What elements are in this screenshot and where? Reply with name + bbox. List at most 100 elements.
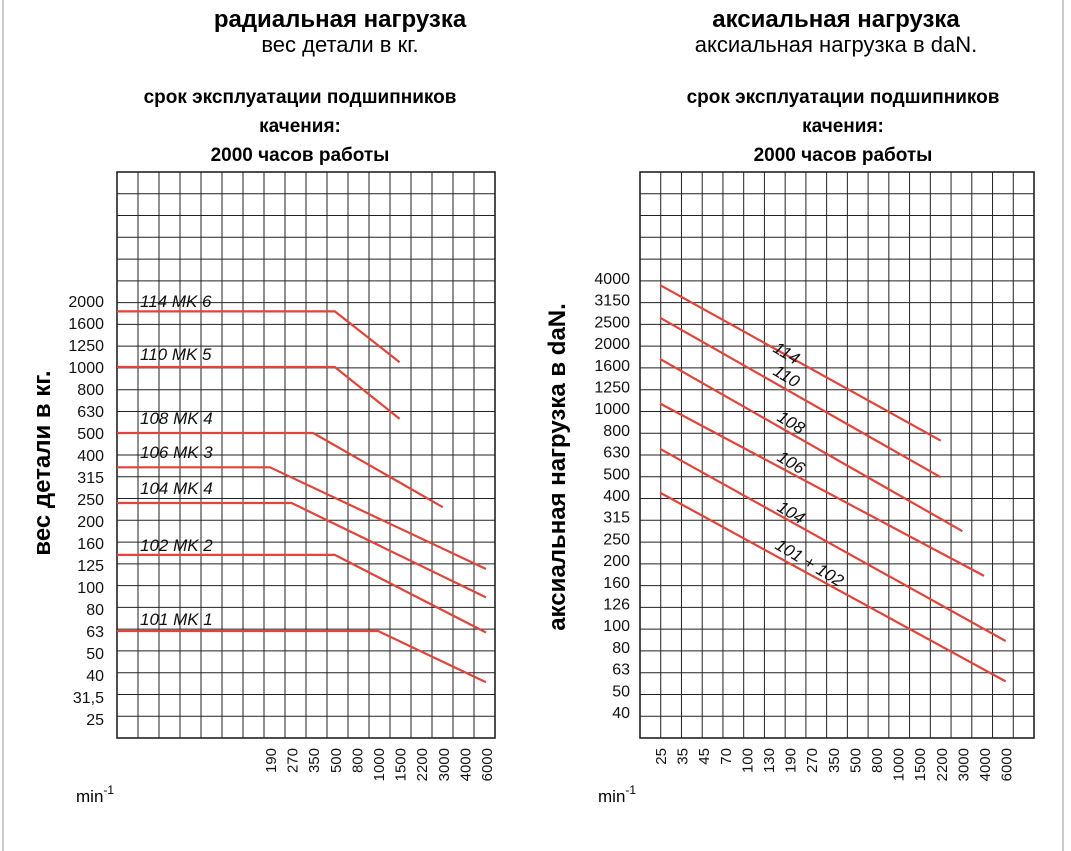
chart-radial-x-tick-label: 190 [263, 748, 280, 773]
chart-axial-y-tick-label: 400 [603, 488, 630, 505]
chart-radial-y-tick-label: 1000 [68, 360, 104, 377]
chart-radial-y-tick-label: 630 [77, 404, 104, 421]
chart-axial-x-tick-label: 2200 [934, 748, 951, 781]
chart-radial-note-line-1: срок эксплуатации подшипников [144, 87, 457, 108]
chart-axial-y-tick-label: 126 [603, 597, 630, 614]
chart-axial-y-ticks: 4000 3150 2500 2000 1600 1250 1000 800 630 500 400… [594, 271, 630, 722]
chart-axial-y-tick-label: 80 [612, 640, 630, 657]
chart-axial-note-line-2: качения: [802, 116, 884, 137]
chart-radial-x-tick-label: 350 [306, 748, 323, 773]
chart-radial-y-tick-label: 400 [77, 448, 104, 465]
chart-radial-y-tick-label: 31,5 [73, 690, 104, 707]
chart-radial-grid [116, 171, 496, 739]
chart-axial-y-tick-label: 1600 [594, 358, 630, 375]
chart-radial-series-line [117, 629, 487, 684]
chart-radial-series [117, 310, 487, 684]
chart-axial-y-tick-label: 50 [612, 683, 630, 700]
chart-axial-x-tick-label: 3000 [955, 748, 972, 781]
chart-radial-series-label: 101 MK 1 [140, 610, 213, 629]
chart-radial-series-label: 104 MK 4 [140, 479, 213, 498]
chart-axial-y-tick-label: 1250 [594, 380, 630, 397]
chart-radial-x-tick-label: 2200 [414, 748, 431, 781]
chart-axial-series-line [659, 447, 1007, 642]
chart-radial-y-tick-label: 200 [77, 514, 104, 531]
chart-axial-series-line [659, 491, 1007, 683]
chart-axial-y-tick-label: 500 [603, 466, 630, 483]
chart-radial-y-tick-label: 800 [77, 382, 104, 399]
chart-axial-y-tick-label: 1000 [594, 401, 630, 418]
chart-radial-y-tick-label: 1600 [68, 316, 104, 333]
chart-radial-y-tick-label: 125 [77, 558, 104, 575]
chart-radial-series-label: 106 MK 3 [140, 443, 213, 462]
chart-axial-y-tick-label: 200 [603, 553, 630, 570]
chart-axial-x-tick-label: 270 [804, 748, 821, 773]
chart-radial-series-label: 102 MK 2 [140, 536, 213, 555]
chart-axial-series-label: 106 [774, 447, 809, 478]
chart-radial-subtitle: вес детали в кг. [261, 32, 418, 57]
chart-axial-y-tick-label: 3150 [594, 293, 630, 310]
chart-axial-x-tick-label: 35 [675, 748, 692, 765]
chart-axial-x-tick-label: 70 [718, 748, 735, 765]
chart-axial-x-unit: min-1 [598, 783, 636, 806]
chart-radial-x-tick-label: 800 [349, 748, 366, 773]
chart-radial-y-axis-label: вес детали в кг. [29, 370, 56, 555]
chart-axial-x-tick-label: 45 [696, 748, 713, 765]
chart-axial-series-line [659, 284, 942, 442]
chart-axial-y-tick-label: 2500 [594, 314, 630, 331]
chart-radial-title: радиальная нагрузка [214, 6, 467, 33]
chart-axial-y-tick-label: 800 [603, 423, 630, 440]
chart-axial: аксиальная нагрузка аксиальная нагрузка … [544, 6, 1035, 806]
chart-axial-x-tick-label: 6000 [999, 748, 1016, 781]
chart-axial-series-label: 104 [774, 497, 808, 528]
chart-radial-y-tick-label: 25 [86, 712, 104, 729]
chart-axial-y-axis-label: аксиальная нагрузка в daN. [544, 303, 571, 631]
chart-axial-x-tick-label: 25 [653, 748, 670, 765]
chart-axial-note-line-3: 2000 часов работы [754, 145, 933, 166]
chart-radial-x-ticks: 190 270 350 500 800 1000 1500 2200 3000 4000 6000 [263, 748, 496, 781]
chart-axial-grid [639, 171, 1035, 739]
chart-axial-x-tick-label: 130 [761, 748, 778, 773]
chart-radial-x-tick-label: 270 [285, 748, 302, 773]
chart-axial-title: аксиальная нагрузка [712, 6, 960, 33]
chart-radial-y-tick-label: 250 [77, 492, 104, 509]
chart-radial-series-label: 114 MK 6 [140, 292, 212, 311]
chart-radial-series-line [117, 431, 444, 509]
chart-axial-x-tick-label: 190 [783, 748, 800, 773]
chart-radial-note-line-3: 2000 часов работы [211, 145, 390, 166]
chart-radial-x-tick-label: 500 [328, 748, 345, 773]
chart-radial: радиальная нагрузка вес детали в кг. сро… [29, 6, 496, 806]
chart-radial-y-tick-label: 1250 [68, 338, 104, 355]
chart-axial-x-ticks: 25 35 45 70 100 130 190 270 350 500 800 1000 1500 220… [653, 748, 1016, 781]
chart-radial-series-label: 110 MK 5 [140, 345, 212, 364]
chart-radial-series-line [117, 310, 401, 364]
chart-radial-x-tick-label: 6000 [479, 748, 496, 781]
chart-axial-y-tick-label: 100 [603, 618, 630, 635]
chart-radial-x-unit: min-1 [76, 783, 114, 806]
chart-radial-y-tick-label: 63 [86, 624, 104, 641]
chart-axial-x-tick-label: 100 [739, 748, 756, 773]
chart-radial-y-tick-label: 50 [86, 646, 104, 663]
chart-radial-y-ticks: 2000 1600 1250 1000 800 630 500 400 315 250 200 160… [68, 294, 104, 729]
chart-axial-x-tick-label: 800 [869, 748, 886, 773]
chart-axial-x-tick-label: 4000 [977, 748, 994, 781]
chart-axial-y-tick-label: 630 [603, 445, 630, 462]
chart-radial-y-tick-label: 160 [77, 536, 104, 553]
chart-radial-x-tick-label: 1500 [393, 748, 410, 781]
chart-radial-y-tick-label: 2000 [68, 294, 104, 311]
chart-axial-y-tick-label: 2000 [594, 336, 630, 353]
chart-axial-y-tick-label: 63 [612, 662, 630, 679]
chart-radial-y-tick-label: 315 [77, 470, 104, 487]
chart-axial-series-label: 110 [770, 361, 803, 392]
chart-axial-y-tick-label: 4000 [594, 271, 630, 288]
chart-radial-note-line-2: качения: [259, 116, 341, 137]
chart-radial-y-tick-label: 80 [86, 602, 104, 619]
chart-axial-subtitle: аксиальная нагрузка в daN. [695, 32, 978, 57]
chart-radial-y-tick-label: 100 [77, 580, 104, 597]
chart-axial-x-tick-label: 1500 [912, 748, 929, 781]
chart-radial-y-tick-label: 40 [86, 668, 104, 685]
chart-axial-x-tick-label: 1000 [891, 748, 908, 781]
chart-axial-series-label: 101 + 102 [772, 535, 847, 591]
chart-axial-x-tick-label: 500 [847, 748, 864, 773]
